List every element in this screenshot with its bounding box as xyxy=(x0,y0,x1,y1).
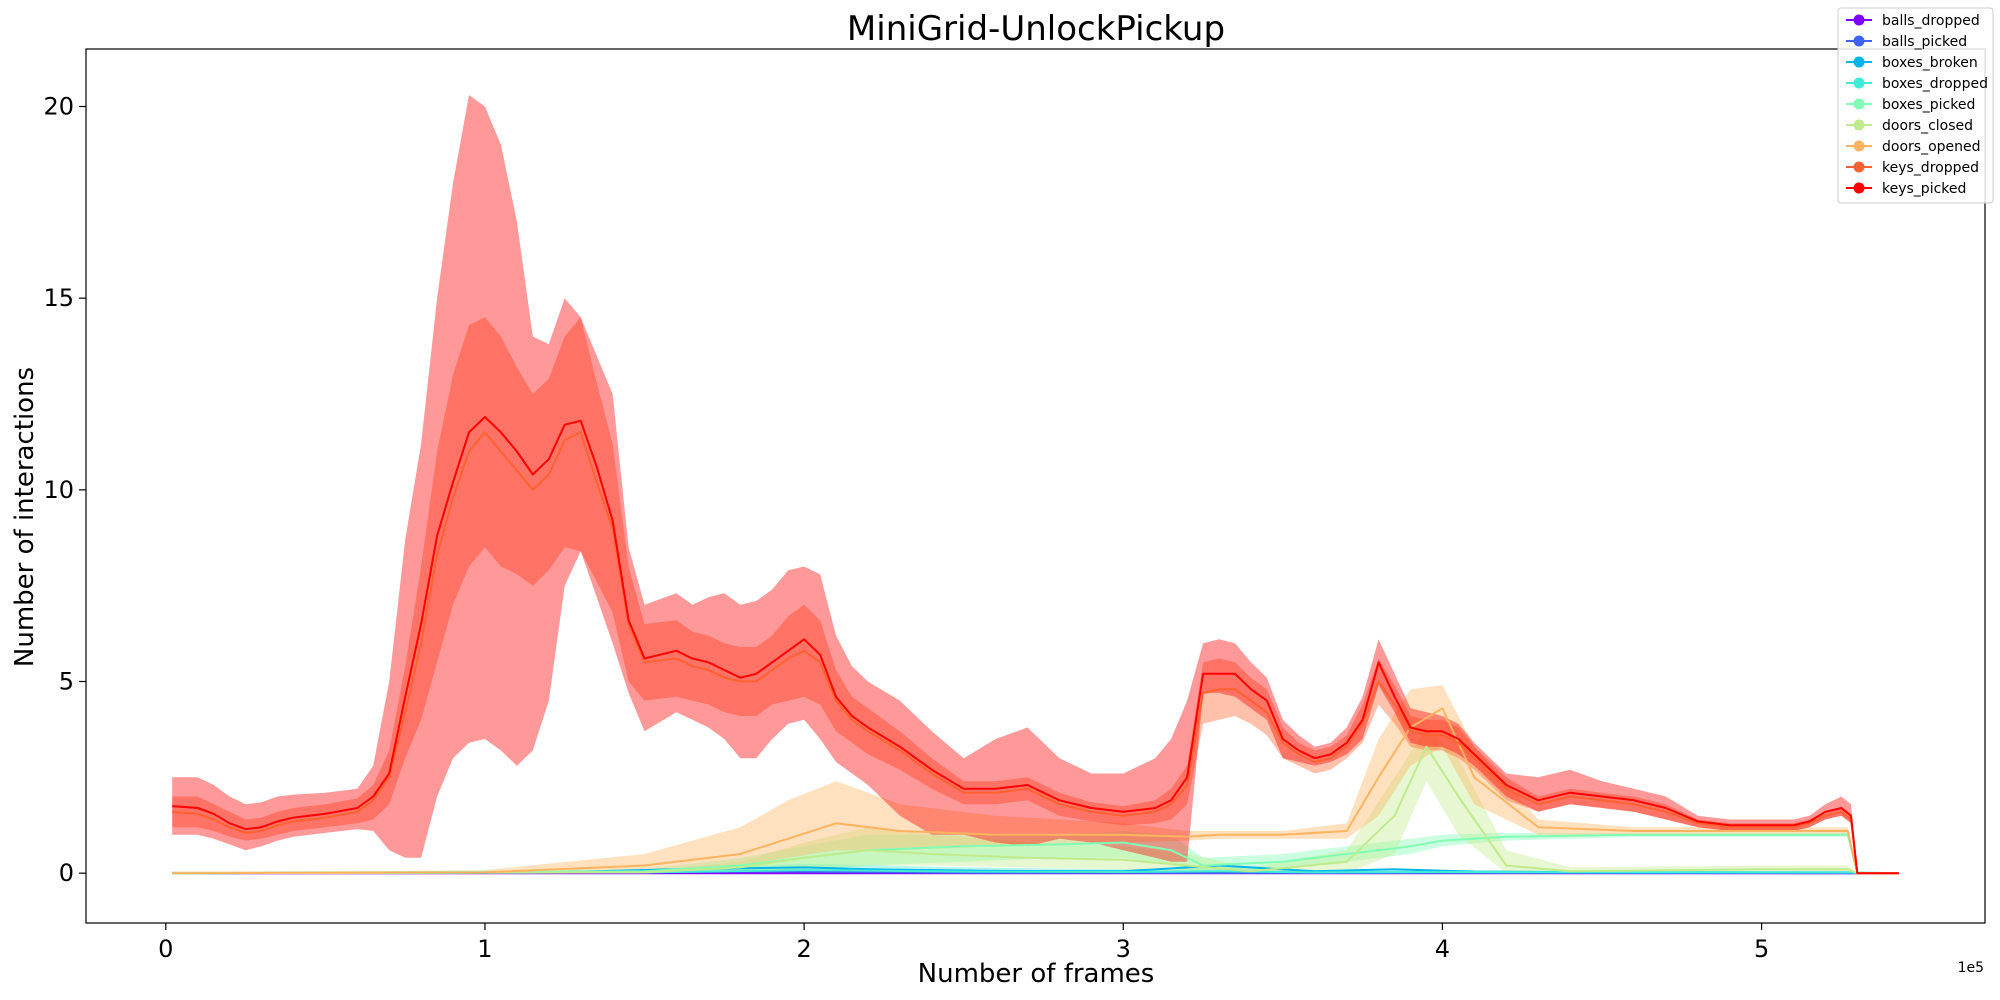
line-boxes_dropped xyxy=(172,869,1899,875)
legend-item-doors_closed: doors_closed xyxy=(1846,118,1973,134)
y-tick-label: 0 xyxy=(59,859,74,887)
legend-marker xyxy=(1853,35,1865,47)
legend-item-balls_picked: balls_picked xyxy=(1846,34,1967,50)
legend-box xyxy=(1837,7,1994,204)
legend-marker xyxy=(1853,119,1865,131)
x-tick-label: 2 xyxy=(796,935,811,963)
legend-label: doors_opened xyxy=(1882,139,1981,155)
legend-label: boxes_dropped xyxy=(1882,76,1988,92)
series-lines xyxy=(172,416,1899,875)
line-keys_dropped xyxy=(172,431,1899,875)
legend-label: keys_dropped xyxy=(1882,160,1979,176)
x-axis-offset-label: 1e5 xyxy=(1958,960,1984,976)
x-tick-label: 1 xyxy=(477,935,492,963)
y-tick-label: 5 xyxy=(59,668,74,696)
x-tick-label: 3 xyxy=(1116,935,1131,963)
band-keys_dropped xyxy=(172,317,1899,874)
legend-item-balls_dropped: balls_dropped xyxy=(1846,13,1980,29)
x-tick-label: 4 xyxy=(1435,935,1450,963)
legend-item-boxes_dropped: boxes_dropped xyxy=(1846,76,1988,92)
legend-marker xyxy=(1853,14,1865,26)
x-tick-label: 5 xyxy=(1754,935,1769,963)
x-axis-ticks: 0 1 2 3 4 5 xyxy=(158,923,1769,963)
legend-item-boxes_broken: boxes_broken xyxy=(1846,55,1978,71)
legend: balls_dropped balls_picked boxes_brokenbox… xyxy=(1837,7,1994,204)
band-doors_closed xyxy=(172,727,1899,874)
line-doors_opened xyxy=(172,707,1899,875)
legend-label: balls_dropped xyxy=(1882,13,1980,29)
x-tick-label: 0 xyxy=(158,935,173,963)
legend-item-doors_opened: doors_opened xyxy=(1846,139,1981,155)
legend-marker xyxy=(1853,56,1865,68)
y-axis-label: Number of interactions xyxy=(10,367,40,667)
line-doors_closed xyxy=(172,745,1899,875)
band-boxes_picked xyxy=(172,831,1899,874)
legend-marker xyxy=(1853,182,1865,194)
legend-item-boxes_picked: boxes_picked xyxy=(1846,97,1975,113)
legend-label: keys_picked xyxy=(1882,181,1966,197)
legend-marker xyxy=(1853,77,1865,89)
y-axis-ticks: 0 5 10 15 20 xyxy=(43,93,86,887)
y-tick-label: 10 xyxy=(43,476,74,504)
legend-item-keys_picked: keys_picked xyxy=(1846,181,1966,197)
legend-marker xyxy=(1853,140,1865,152)
confidence-bands xyxy=(172,95,1899,874)
legend-item-keys_dropped: keys_dropped xyxy=(1846,160,1979,176)
y-tick-label: 15 xyxy=(43,284,74,312)
line-keys_picked xyxy=(172,416,1899,875)
legend-label: boxes_picked xyxy=(1882,97,1975,113)
legend-marker xyxy=(1853,98,1865,110)
legend-label: boxes_broken xyxy=(1882,55,1978,71)
band-keys_picked xyxy=(172,95,1899,874)
x-axis-label: Number of frames xyxy=(918,959,1155,989)
chart-title: MiniGrid-UnlockPickup xyxy=(847,9,1225,49)
legend-label: doors_closed xyxy=(1882,118,1973,134)
plot-frame xyxy=(85,48,1986,924)
y-tick-label: 20 xyxy=(43,93,74,121)
legend-marker xyxy=(1853,161,1865,173)
legend-label: balls_picked xyxy=(1882,34,1967,50)
